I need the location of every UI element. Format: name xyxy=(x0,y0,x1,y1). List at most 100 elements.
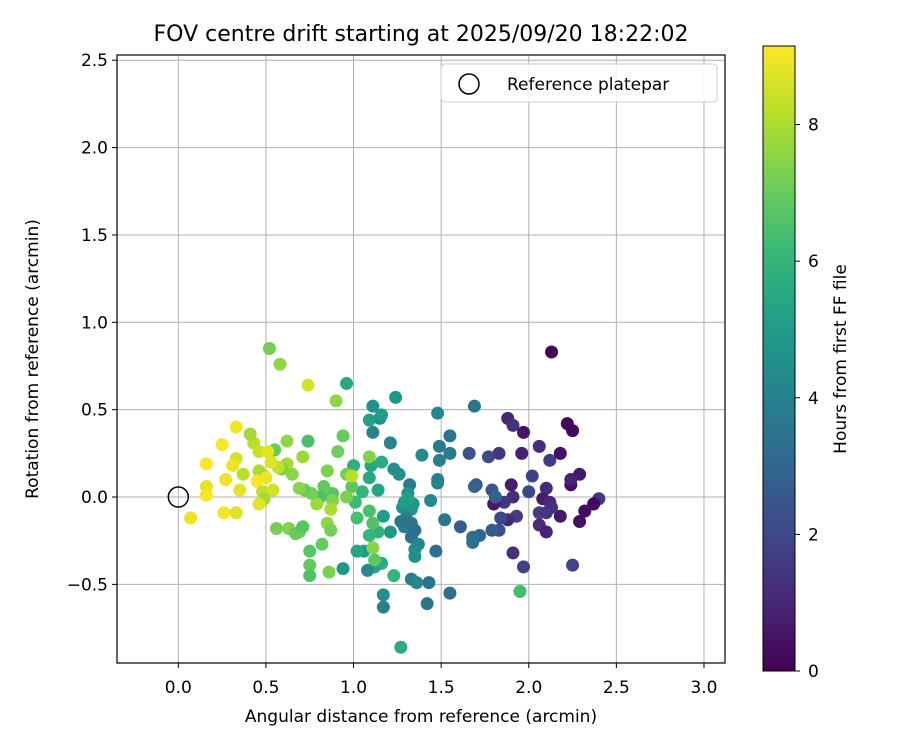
colorbar-ticks: 0 2 4 6 8 xyxy=(795,116,819,682)
data-point xyxy=(467,399,481,413)
y-axis-ticks: −0.5 0.0 0.5 1.0 1.5 2.0 2.5 xyxy=(67,51,117,595)
data-point xyxy=(269,521,283,535)
data-point xyxy=(345,469,359,483)
data-point xyxy=(573,514,587,528)
data-point xyxy=(376,600,390,614)
data-point xyxy=(408,549,422,563)
data-point xyxy=(566,424,580,438)
data-point xyxy=(362,504,376,518)
data-points xyxy=(167,342,606,654)
data-point xyxy=(296,520,310,534)
y-tick-label: 1.0 xyxy=(81,313,108,333)
colorbar-tick-label: 2 xyxy=(808,525,819,545)
data-point xyxy=(564,473,578,487)
data-point xyxy=(366,399,380,413)
data-point xyxy=(362,450,376,464)
data-point xyxy=(340,490,354,504)
data-point xyxy=(261,445,275,459)
y-tick-label: 1.5 xyxy=(81,226,108,246)
data-point xyxy=(485,523,499,537)
data-point xyxy=(387,462,401,476)
data-point xyxy=(345,480,359,494)
x-tick-label: 2.5 xyxy=(603,678,630,698)
data-point xyxy=(466,535,480,549)
colorbar: 0 2 4 6 8 Hours from first FF file xyxy=(762,45,851,682)
data-point xyxy=(262,342,276,356)
data-point xyxy=(420,597,434,611)
data-point xyxy=(545,345,559,359)
data-point xyxy=(366,425,380,439)
data-point xyxy=(429,544,443,558)
data-point xyxy=(566,558,580,572)
data-point xyxy=(443,429,457,443)
data-point xyxy=(233,483,247,497)
data-point xyxy=(376,588,390,602)
colorbar-tick-label: 0 xyxy=(808,662,819,682)
data-point xyxy=(443,446,457,460)
data-point xyxy=(285,467,299,481)
y-tick-label: 2.0 xyxy=(81,139,108,159)
data-point xyxy=(368,553,382,567)
data-point xyxy=(376,509,390,523)
data-point xyxy=(517,425,531,439)
data-point xyxy=(517,560,531,574)
data-point xyxy=(362,528,376,542)
data-point xyxy=(229,506,243,520)
colorbar-tick-label: 8 xyxy=(808,116,819,136)
data-point xyxy=(259,471,273,485)
data-point xyxy=(587,497,601,511)
data-point xyxy=(515,446,529,460)
grid-lines xyxy=(117,55,725,663)
data-point xyxy=(375,408,389,422)
data-point xyxy=(494,511,508,525)
data-point xyxy=(401,492,415,506)
data-point xyxy=(366,516,380,530)
data-point xyxy=(539,506,553,520)
data-point xyxy=(301,378,315,392)
data-point xyxy=(361,563,375,577)
data-point xyxy=(525,469,539,483)
data-point xyxy=(301,434,315,448)
x-tick-label: 1.5 xyxy=(428,678,455,698)
data-point xyxy=(504,478,518,492)
y-tick-label: −0.5 xyxy=(67,575,108,595)
data-point xyxy=(324,523,338,537)
data-point xyxy=(296,450,310,464)
data-point xyxy=(432,439,446,453)
data-point xyxy=(336,429,350,443)
data-point xyxy=(315,537,329,551)
data-point xyxy=(303,569,317,583)
data-point xyxy=(347,459,361,473)
data-point xyxy=(310,497,324,511)
data-point xyxy=(226,459,240,473)
data-point xyxy=(394,514,408,528)
data-point xyxy=(303,558,317,572)
x-axis-ticks: 0.0 0.5 1.0 1.5 2.0 2.5 3.0 xyxy=(165,663,717,698)
data-point xyxy=(322,565,336,579)
data-point xyxy=(553,509,567,523)
legend-marker-reference xyxy=(458,73,480,95)
legend: Reference platepar xyxy=(440,63,718,103)
data-point xyxy=(432,453,446,467)
x-axis-label: Angular distance from reference (arcmin) xyxy=(245,707,597,727)
data-point xyxy=(424,494,438,508)
y-tick-label: 2.5 xyxy=(81,51,108,71)
chart-title: FOV centre drift starting at 2025/09/20 … xyxy=(154,22,689,47)
data-point xyxy=(199,457,213,471)
data-point xyxy=(506,546,520,560)
x-tick-label: 0.0 xyxy=(165,678,192,698)
data-point xyxy=(389,390,403,404)
data-point xyxy=(488,490,502,504)
data-point xyxy=(329,394,343,408)
plot-frame xyxy=(116,54,726,664)
data-point xyxy=(578,504,592,518)
data-point xyxy=(462,446,476,460)
data-point xyxy=(522,485,536,499)
legend-box xyxy=(440,63,718,103)
data-point xyxy=(280,434,294,448)
data-point xyxy=(383,525,397,539)
data-point xyxy=(229,420,243,434)
data-point xyxy=(292,481,306,495)
